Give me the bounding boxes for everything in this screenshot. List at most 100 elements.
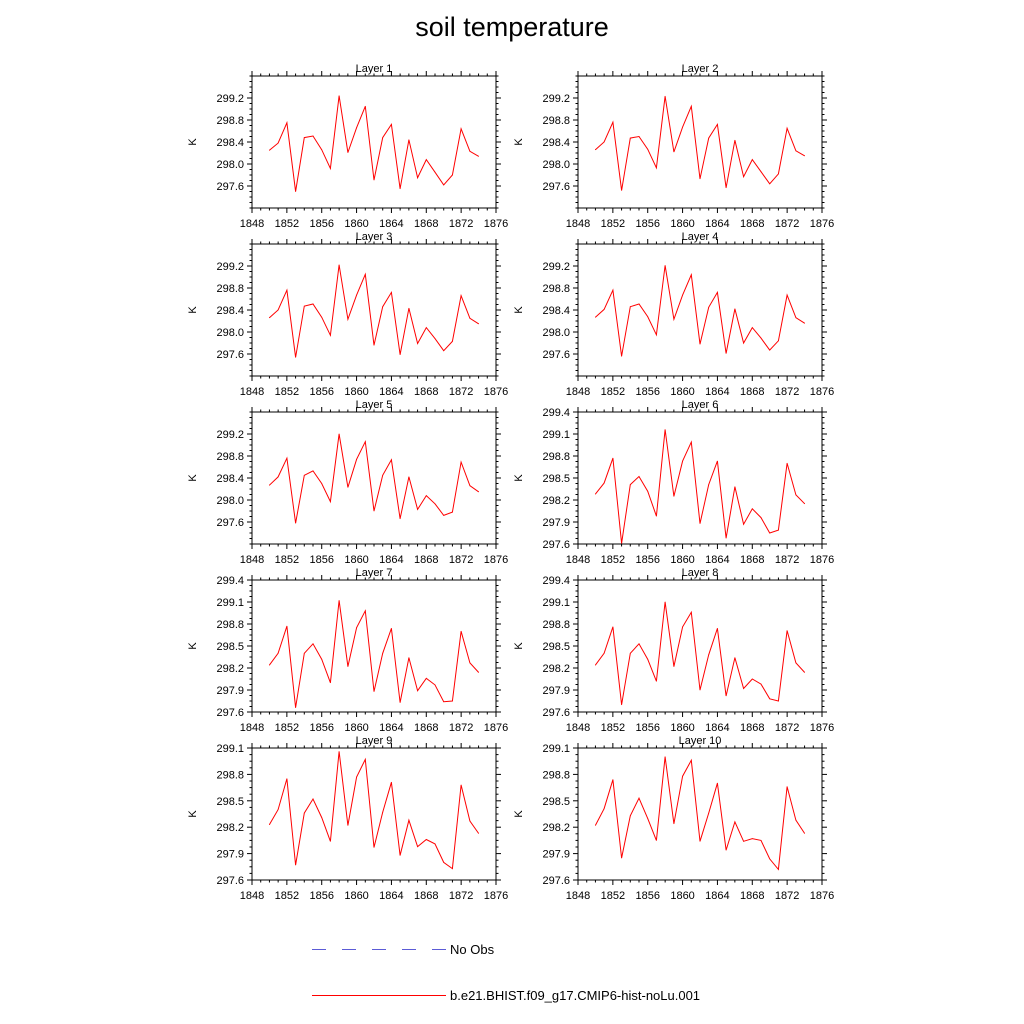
layer-3-data-point bbox=[277, 309, 279, 311]
layer-1-x-tick-label: 1852 bbox=[275, 218, 299, 230]
layer-1-data-point bbox=[286, 122, 288, 124]
layer-8-data-point bbox=[760, 683, 762, 685]
layer-5-data-point bbox=[321, 483, 323, 484]
layer-9-x-tick-label: 1856 bbox=[309, 890, 333, 902]
layer-6-x-tick-label: 1872 bbox=[775, 554, 799, 566]
layer-1-data-point bbox=[303, 137, 305, 139]
layer-3-x-tick-label: 1872 bbox=[449, 386, 473, 398]
layer-10-x-tick-label: 1864 bbox=[705, 890, 729, 902]
layer-4-y-tick-label: 298.4 bbox=[542, 305, 570, 317]
layer-4-y-axis-label: K bbox=[513, 306, 525, 314]
layer-8-data-point bbox=[656, 680, 657, 682]
layer-10-data-point bbox=[612, 779, 614, 781]
layer-7-data-point bbox=[312, 643, 314, 645]
layer-8-data-point bbox=[690, 611, 692, 613]
layer-9-data-point bbox=[356, 776, 357, 778]
layer-9-y-tick-label: 298.8 bbox=[216, 769, 244, 781]
layer-4-title: Layer 4 bbox=[682, 231, 719, 243]
layer-8-data-point bbox=[769, 698, 771, 700]
layer-6-data-point bbox=[603, 482, 605, 484]
layer-3-data-point bbox=[364, 273, 366, 275]
layer-2-y-tick-label: 298.0 bbox=[542, 159, 570, 171]
layer-3-data-point bbox=[452, 341, 453, 342]
layer-8-data-point bbox=[638, 643, 640, 645]
layer-8-data-point bbox=[743, 688, 744, 689]
layer-7-data-point bbox=[373, 691, 375, 692]
layer-7-data-point bbox=[399, 702, 401, 703]
layer-6-y-tick-label: 298.5 bbox=[542, 473, 570, 485]
layer-7-x-tick-label: 1848 bbox=[240, 722, 264, 734]
layer-9-data-point bbox=[408, 819, 410, 821]
layer-10-y-tick-label: 297.9 bbox=[542, 849, 570, 861]
layer-9-data-point bbox=[330, 840, 331, 842]
layer-2-data-point bbox=[786, 127, 788, 129]
layer-3-y-tick-label: 298.0 bbox=[216, 327, 244, 339]
layer-10-x-tick-label: 1868 bbox=[740, 890, 764, 902]
layer-5-x-tick-label: 1868 bbox=[414, 554, 438, 566]
layer-5-data-point bbox=[373, 510, 375, 512]
layer-5-title: Layer 5 bbox=[356, 399, 393, 411]
layer-8-y-tick-label: 297.6 bbox=[542, 707, 570, 719]
layer-7-y-tick-label: 299.1 bbox=[216, 597, 244, 609]
layer-4-data-point bbox=[656, 334, 657, 336]
layer-8-x-tick-label: 1868 bbox=[740, 722, 764, 734]
layer-1-x-tick-label: 1864 bbox=[379, 218, 403, 230]
layer-8-title: Layer 8 bbox=[682, 567, 719, 579]
layer-6-title: Layer 6 bbox=[682, 399, 719, 411]
layer-2-data-point bbox=[708, 137, 710, 139]
layer-8-x-tick-label: 1876 bbox=[810, 722, 834, 734]
layer-1-data-point bbox=[460, 128, 462, 130]
layer-7-data-point bbox=[469, 662, 471, 664]
layer-7-data-point bbox=[408, 657, 410, 659]
layer-10-y-tick-label: 298.5 bbox=[542, 796, 570, 808]
layer-10-x-tick-label: 1860 bbox=[670, 890, 694, 902]
layer-5-data-point bbox=[417, 509, 418, 510]
layer-5-y-tick-label: 297.6 bbox=[216, 517, 244, 529]
layer-2-x-tick-label: 1864 bbox=[705, 218, 729, 230]
layer-7-y-tick-label: 297.6 bbox=[216, 707, 244, 719]
layer-5-data-point bbox=[338, 433, 340, 435]
layer-3-data-point bbox=[295, 356, 296, 358]
layer-3-data-point bbox=[321, 316, 323, 318]
layer-8-data-point bbox=[612, 626, 614, 628]
layer-9-data-point bbox=[286, 778, 288, 780]
layer-6-x-tick-label: 1864 bbox=[705, 554, 729, 566]
layer-9-x-tick-label: 1852 bbox=[275, 890, 299, 902]
layer-4-x-tick-label: 1868 bbox=[740, 386, 764, 398]
layer-9-data-point bbox=[277, 809, 279, 810]
layer-3-title: Layer 3 bbox=[356, 231, 393, 243]
layer-9-data-point bbox=[460, 784, 462, 786]
layer-8-y-axis-label: K bbox=[513, 642, 525, 650]
layer-9-y-tick-label: 299.1 bbox=[216, 743, 244, 755]
layer-2-data-point bbox=[647, 148, 649, 150]
layer-5-data-point bbox=[452, 511, 453, 513]
layer-1-x-tick-label: 1848 bbox=[240, 218, 264, 230]
layer-9-data-point bbox=[469, 820, 471, 822]
layer-3-data-point bbox=[434, 338, 436, 339]
layer-9-data-point bbox=[312, 798, 314, 800]
layer-4-y-tick-label: 297.6 bbox=[542, 349, 570, 361]
layer-5-y-tick-label: 298.8 bbox=[216, 451, 244, 463]
layer-4-x-tick-label: 1856 bbox=[635, 386, 659, 398]
layer-10-y-axis-label: K bbox=[513, 810, 525, 818]
layer-2-x-tick-label: 1856 bbox=[635, 218, 659, 230]
layer-10-x-tick-label: 1876 bbox=[810, 890, 834, 902]
layer-2-data-point bbox=[699, 178, 701, 180]
layer-3-y-tick-label: 299.2 bbox=[216, 261, 244, 273]
layer-6-data-point bbox=[769, 532, 771, 534]
layer-10-data-point bbox=[682, 775, 683, 777]
layer-6-data-point bbox=[725, 537, 727, 539]
layer-2-data-point bbox=[804, 155, 805, 157]
layer-7-y-tick-label: 298.5 bbox=[216, 641, 244, 653]
layer-10-data-point bbox=[638, 797, 640, 799]
layer-10-data-point bbox=[664, 756, 666, 758]
layer-6-data-point bbox=[690, 441, 692, 443]
layer-2-y-tick-label: 298.4 bbox=[542, 137, 570, 149]
layer-3-y-axis-label: K bbox=[187, 306, 199, 314]
legend-item-no-obs: No Obs bbox=[312, 942, 495, 957]
layer-3-data-point bbox=[417, 343, 418, 344]
layer-2-x-tick-label: 1860 bbox=[670, 218, 694, 230]
layer-7-data-point bbox=[443, 701, 445, 703]
layer-6-x-tick-label: 1852 bbox=[601, 554, 625, 566]
